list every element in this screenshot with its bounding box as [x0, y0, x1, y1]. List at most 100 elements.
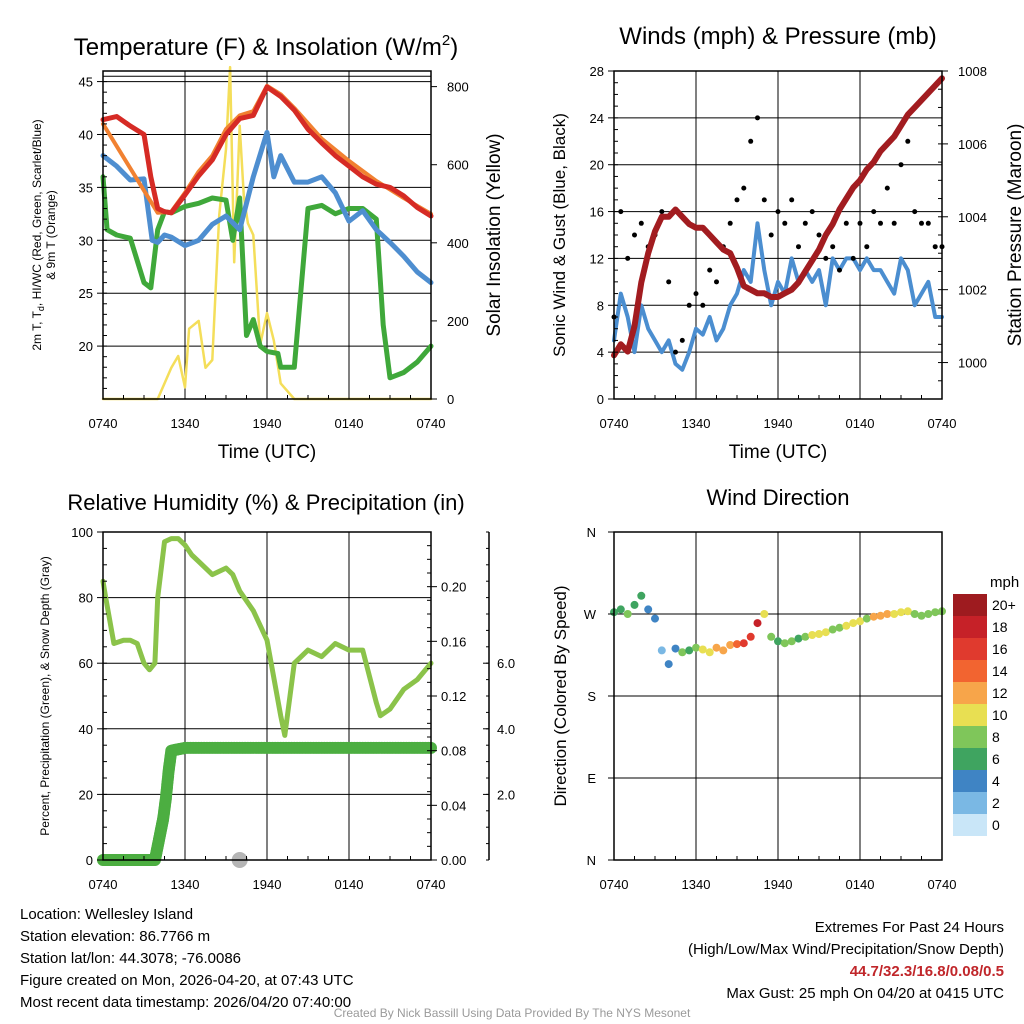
direction-point — [623, 610, 632, 618]
y-tick-label: 80 — [79, 591, 93, 606]
precip-tick-label: 0.20 — [441, 580, 466, 595]
y-tick-label: 35 — [79, 180, 93, 195]
direction-point — [890, 610, 899, 618]
direction-point — [842, 621, 851, 630]
gust-point — [864, 244, 870, 250]
colorbar-swatch — [953, 704, 987, 726]
direction-point — [637, 591, 646, 600]
temperature-ylabel-1: 2m T, Td, HI/WC (Red, Green, Scarlet/Blu… — [30, 119, 46, 350]
direction-point — [869, 612, 878, 621]
gust-point — [666, 279, 672, 285]
direction-point — [924, 610, 933, 618]
y-tick-label: 12 — [590, 251, 604, 266]
direction-point — [767, 632, 776, 641]
direction-grid — [613, 531, 943, 861]
colorbar-label: 16 — [992, 641, 1008, 657]
direction-point — [719, 646, 728, 655]
gust-point — [741, 185, 747, 191]
x-tick-label: 0740 — [89, 416, 118, 431]
colorbar-label: 4 — [992, 773, 1000, 789]
y-tick-label: 20 — [590, 158, 604, 173]
gust-point — [837, 267, 842, 273]
direction-point — [753, 619, 762, 628]
x-tick-label: 0740 — [417, 877, 446, 892]
x-tick-label: 1340 — [171, 877, 200, 892]
direction-point — [664, 660, 673, 669]
x-tick-label: 0740 — [928, 877, 957, 892]
direction-point — [726, 641, 735, 649]
x-tick-label: 0740 — [417, 416, 446, 431]
colorbar-label: 0 — [992, 817, 1000, 833]
x-tick-label: 1940 — [253, 416, 282, 431]
x-tick-label: 0740 — [600, 877, 629, 892]
y2-tick-label: 1002 — [958, 283, 987, 298]
x-tick-label: 1340 — [682, 877, 711, 892]
extremes-values: 44.7/32.3/16.8/0.08/0.5 — [849, 963, 1004, 980]
direction-point — [883, 610, 892, 618]
series-solar-insolation — [101, 65, 433, 401]
speed-colorbar: 20+ 18 16 14 12 10 8 6 4 2 0 — [953, 594, 1016, 836]
direction-point — [616, 605, 625, 614]
series-hi-wc — [100, 129, 434, 286]
winds-title: Winds (mph) & Pressure (mb) — [619, 23, 936, 50]
snow-tick-label: 6.0 — [497, 656, 515, 671]
direction-point — [698, 645, 707, 654]
humidity-ylabel: Percent, Precipitation (Green), & Snow D… — [38, 556, 52, 835]
colorbar-swatch — [953, 770, 987, 792]
direction-point — [678, 648, 687, 657]
y-tick-label: E — [587, 771, 596, 786]
gust-point — [734, 197, 740, 203]
extremes-info: Extremes For Past 24 Hours (High/Low/Max… — [688, 917, 1004, 1005]
direction-point — [746, 632, 755, 641]
direction-point — [733, 640, 741, 649]
gust-point — [659, 209, 665, 215]
winds-y2label: Station Pressure (Maroon) — [1005, 124, 1024, 347]
temperature-axes: 0740 1340 1940 0140 0740 20 25 30 35 40 45 0 200 400 6… — [79, 70, 469, 431]
temperature-title: Temperature (F) & Insolation (W/m2) — [74, 32, 458, 61]
colorbar-label: 10 — [992, 707, 1008, 723]
gust-point — [686, 302, 692, 308]
y-tick-label: 40 — [79, 127, 93, 142]
gust-point — [673, 349, 678, 355]
humidity-grid — [102, 531, 432, 861]
y-tick-label: 8 — [597, 298, 604, 313]
x-tick-label: 1340 — [682, 416, 711, 431]
y2-tick-label: 0 — [447, 392, 454, 407]
gust-point — [878, 220, 883, 226]
x-tick-label: 1940 — [253, 877, 282, 892]
colorbar-label: 12 — [992, 685, 1008, 701]
gust-point — [775, 209, 781, 215]
gust-point — [843, 220, 849, 226]
colorbar-label: 2 — [992, 795, 1000, 811]
credit-line: Created By Nick Bassill Using Data Provi… — [333, 1006, 691, 1020]
humidity-title: Relative Humidity (%) & Precipitation (i… — [67, 490, 464, 515]
gust-point — [850, 255, 856, 261]
station-latlon: Station lat/lon: 44.3078; -76.0086 — [20, 950, 242, 967]
gust-point — [755, 115, 760, 121]
y-tick-label: 20 — [79, 339, 93, 354]
direction-axes: 0740 1340 1940 0140 0740 N W S E N — [584, 525, 957, 892]
direction-point — [801, 632, 810, 641]
colorbar-swatch — [953, 660, 987, 682]
y-tick-label: 0 — [597, 392, 604, 407]
colorbar-swatch — [953, 748, 987, 770]
winds-panel: Winds (mph) & Pressure (mb) 0740 1340 1940… — [550, 23, 1024, 463]
gust-point — [925, 220, 931, 226]
gust-point — [638, 220, 644, 226]
gust-point — [830, 244, 836, 250]
gust-point — [768, 232, 774, 238]
colorbar-swatch — [953, 594, 987, 616]
gust-point — [809, 209, 815, 215]
gust-point — [632, 232, 637, 238]
x-tick-label: 0140 — [335, 416, 364, 431]
figure-created: Figure created on Mon, 2026-04-20, at 07… — [20, 972, 354, 989]
direction-point — [685, 646, 694, 655]
direction-point — [821, 628, 830, 637]
humidity-panel: Relative Humidity (%) & Precipitation (i… — [38, 490, 515, 892]
colorbar-label: 14 — [992, 663, 1008, 679]
colorbar-label: 6 — [992, 751, 1000, 767]
y-tick-label: N — [587, 525, 596, 540]
extremes-subtitle: (High/Low/Max Wind/Precipitation/Snow De… — [688, 941, 1004, 958]
series-sonic-wind — [612, 221, 944, 372]
winds-ylabel: Sonic Wind & Gust (Blue, Black) — [550, 113, 569, 357]
